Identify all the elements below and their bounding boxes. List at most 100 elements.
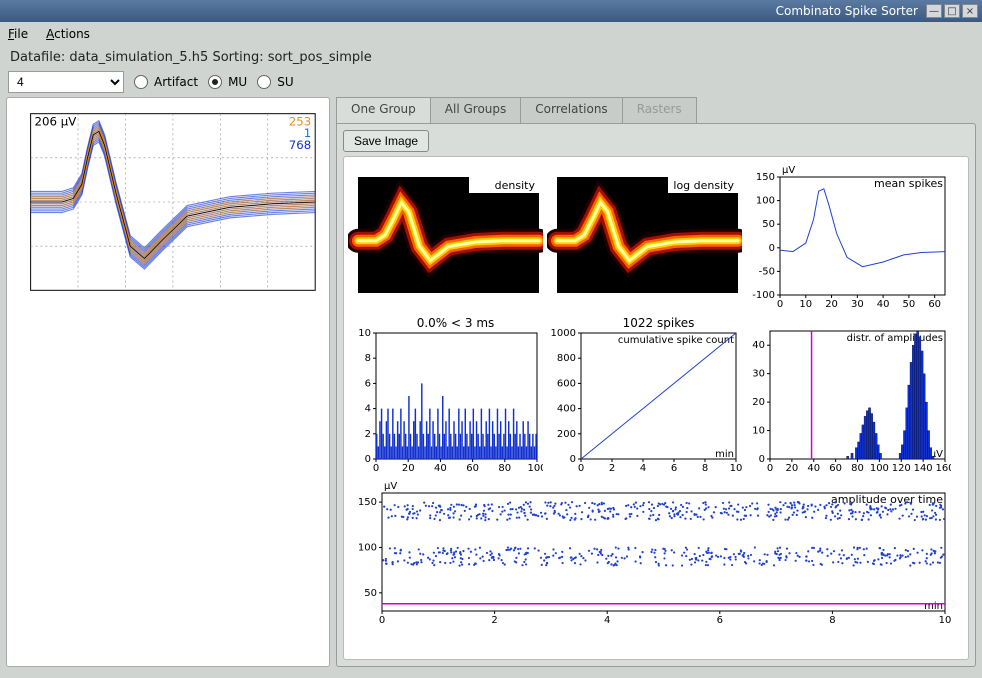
radio-su-label: SU bbox=[277, 75, 293, 89]
svg-text:200: 200 bbox=[557, 429, 576, 440]
menubar: File Actions bbox=[0, 22, 982, 46]
svg-text:0: 0 bbox=[769, 243, 775, 254]
svg-text:60: 60 bbox=[928, 299, 941, 310]
plot-amp-dist: 0 20 40 60 80 100120140160 0 10 20 30 40 distr. of … bbox=[746, 315, 964, 475]
menu-file[interactable]: File bbox=[8, 27, 28, 41]
svg-text:10: 10 bbox=[358, 328, 371, 339]
svg-text:10: 10 bbox=[752, 426, 765, 437]
svg-text:2: 2 bbox=[365, 429, 371, 440]
svg-text:50: 50 bbox=[364, 588, 377, 599]
svg-text:40: 40 bbox=[807, 463, 820, 474]
svg-text:150: 150 bbox=[358, 497, 377, 508]
svg-text:0: 0 bbox=[777, 299, 783, 310]
radio-mu[interactable] bbox=[208, 75, 222, 89]
svg-text:20: 20 bbox=[752, 397, 765, 408]
svg-text:distr. of amplitudes: distr. of amplitudes bbox=[847, 333, 943, 344]
svg-text:100: 100 bbox=[527, 463, 543, 474]
svg-text:0: 0 bbox=[767, 463, 773, 474]
svg-text:8: 8 bbox=[365, 353, 371, 364]
svg-text:10: 10 bbox=[730, 463, 742, 474]
svg-text:2: 2 bbox=[609, 463, 615, 474]
menu-actions[interactable]: Actions bbox=[46, 27, 90, 41]
svg-text:cumulative spike count: cumulative spike count bbox=[618, 335, 734, 346]
svg-text:400: 400 bbox=[557, 404, 576, 415]
right-panel: One Group All Groups Correlations Raster… bbox=[336, 97, 976, 667]
left-panel: 206 µV2531768 bbox=[6, 97, 330, 667]
plot-isi: 0.0% < 3 ms0204060801000246810 bbox=[348, 315, 543, 475]
svg-text:600: 600 bbox=[557, 378, 576, 389]
svg-text:40: 40 bbox=[434, 463, 447, 474]
channel-select[interactable]: 4 bbox=[8, 71, 124, 93]
radio-mu-group[interactable]: MU bbox=[208, 75, 247, 89]
svg-text:30: 30 bbox=[752, 369, 765, 380]
svg-text:40: 40 bbox=[752, 340, 765, 351]
titlebar: Combinato Spike Sorter — □ × bbox=[0, 0, 982, 22]
svg-text:100: 100 bbox=[756, 196, 775, 207]
minimize-icon[interactable]: — bbox=[926, 4, 942, 18]
svg-text:160: 160 bbox=[935, 463, 951, 474]
svg-text:min: min bbox=[924, 601, 943, 612]
svg-text:µV: µV bbox=[782, 165, 795, 176]
tab-rasters[interactable]: Rasters bbox=[622, 97, 697, 123]
svg-text:0: 0 bbox=[759, 454, 765, 465]
radio-artifact[interactable] bbox=[134, 75, 148, 89]
tab-all-groups[interactable]: All Groups bbox=[430, 97, 521, 123]
plots-frame: density log density 0102030405060-100-50… bbox=[343, 156, 969, 660]
svg-text:4: 4 bbox=[640, 463, 646, 474]
maximize-icon[interactable]: □ bbox=[944, 4, 960, 18]
svg-text:20: 20 bbox=[825, 299, 838, 310]
radio-su[interactable] bbox=[257, 75, 271, 89]
svg-text:0: 0 bbox=[578, 463, 584, 474]
radio-mu-label: MU bbox=[228, 75, 247, 89]
svg-text:mean spikes: mean spikes bbox=[874, 177, 943, 190]
svg-text:10: 10 bbox=[939, 615, 952, 626]
svg-text:50: 50 bbox=[903, 299, 916, 310]
svg-text:0: 0 bbox=[373, 463, 379, 474]
close-icon[interactable]: × bbox=[962, 4, 978, 18]
toolbar: 4 Artifact MU SU bbox=[0, 71, 982, 97]
save-image-button[interactable]: Save Image bbox=[343, 130, 429, 152]
svg-text:60: 60 bbox=[829, 463, 842, 474]
svg-text:-100: -100 bbox=[752, 290, 775, 301]
radio-artifact-group[interactable]: Artifact bbox=[134, 75, 198, 89]
svg-text:1022 spikes: 1022 spikes bbox=[623, 316, 695, 330]
svg-text:60: 60 bbox=[466, 463, 479, 474]
radio-su-group[interactable]: SU bbox=[257, 75, 293, 89]
tab-row: One Group All Groups Correlations Raster… bbox=[336, 97, 976, 123]
svg-text:140: 140 bbox=[914, 463, 933, 474]
radio-artifact-label: Artifact bbox=[154, 75, 198, 89]
svg-text:150: 150 bbox=[756, 172, 775, 183]
svg-text:20: 20 bbox=[786, 463, 799, 474]
svg-text:80: 80 bbox=[498, 463, 511, 474]
plot-mean-spikes: 0102030405060-100-50050100150µVmean spik… bbox=[746, 161, 964, 311]
svg-text:log density: log density bbox=[673, 179, 734, 192]
tab-one-group[interactable]: One Group bbox=[336, 97, 431, 123]
svg-text:4: 4 bbox=[604, 615, 610, 626]
plot-amp-time: 024681050100150minµVamplitude over time bbox=[348, 479, 964, 655]
svg-text:800: 800 bbox=[557, 353, 576, 364]
svg-text:density: density bbox=[495, 179, 536, 192]
svg-text:6: 6 bbox=[365, 378, 371, 389]
status-line: Datafile: data_simulation_5.h5 Sorting: … bbox=[0, 46, 982, 71]
svg-text:6: 6 bbox=[717, 615, 723, 626]
plot-log-density: log density bbox=[547, 161, 742, 311]
svg-text:80: 80 bbox=[851, 463, 864, 474]
svg-text:µV: µV bbox=[384, 481, 397, 492]
svg-text:30: 30 bbox=[851, 299, 864, 310]
svg-text:4: 4 bbox=[365, 404, 371, 415]
svg-text:100: 100 bbox=[870, 463, 889, 474]
plot-cumulative: 1022 spikes024681002004006008001000mincu… bbox=[547, 315, 742, 475]
svg-text:120: 120 bbox=[892, 463, 911, 474]
svg-text:8: 8 bbox=[702, 463, 708, 474]
waveform-plot: 206 µV2531768 bbox=[11, 102, 325, 302]
svg-text:-50: -50 bbox=[759, 266, 775, 277]
svg-text:6: 6 bbox=[671, 463, 677, 474]
svg-text:10: 10 bbox=[799, 299, 812, 310]
svg-text:768: 768 bbox=[289, 138, 311, 152]
svg-text:206 µV: 206 µV bbox=[35, 114, 77, 128]
svg-text:100: 100 bbox=[358, 542, 377, 553]
svg-text:1000: 1000 bbox=[551, 328, 576, 339]
svg-text:0.0% < 3 ms: 0.0% < 3 ms bbox=[417, 316, 495, 330]
tab-correlations[interactable]: Correlations bbox=[520, 97, 622, 123]
svg-text:0: 0 bbox=[365, 454, 371, 465]
